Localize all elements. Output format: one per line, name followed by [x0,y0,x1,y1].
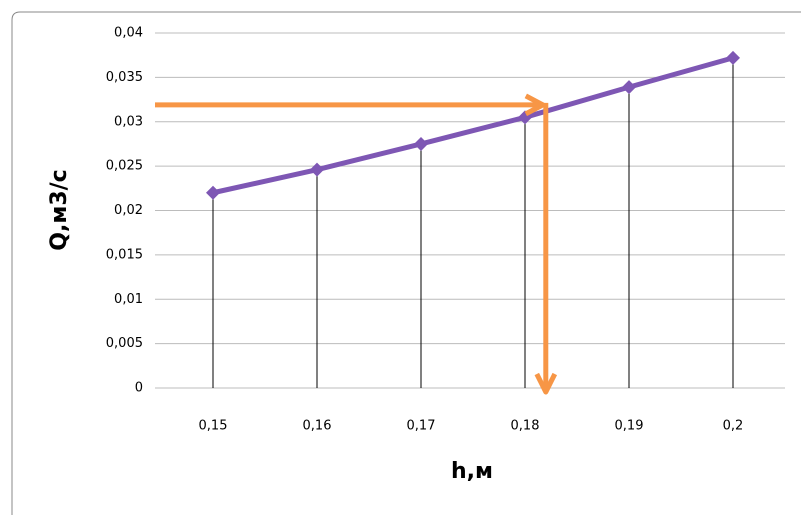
y-tick-label: 0,015 [106,247,143,262]
arrow-head [534,372,558,395]
series-line [212,55,734,196]
chart-border [11,11,801,515]
x-tick-label: 0,18 [511,419,540,434]
x-tick-label: 0,16 [303,419,332,434]
y-tick-label: 0,035 [106,70,143,85]
y-tick-label: 0,03 [114,114,143,129]
x-tick-label: 0,17 [407,419,436,434]
y-axis-title: Q,м3/с [47,169,72,250]
y-tick-label: 0,025 [106,159,143,174]
x-tick-label: 0,2 [723,419,744,434]
y-tick-label: 0,04 [114,26,143,41]
y-tick-label: 0 [135,381,143,396]
y-tick-label: 0,01 [114,292,143,307]
arrow-head [524,93,546,117]
y-tick-label: 0,005 [106,336,143,351]
point-marker [310,162,324,177]
y-tick-label: 0,02 [114,203,143,218]
point-marker [622,80,636,95]
point-marker [726,50,740,65]
point-marker [206,185,220,200]
x-axis-title: h,м [451,459,493,484]
point-marker [414,136,428,151]
x-tick-label: 0,15 [199,419,228,434]
x-tick-label: 0,19 [615,419,644,434]
